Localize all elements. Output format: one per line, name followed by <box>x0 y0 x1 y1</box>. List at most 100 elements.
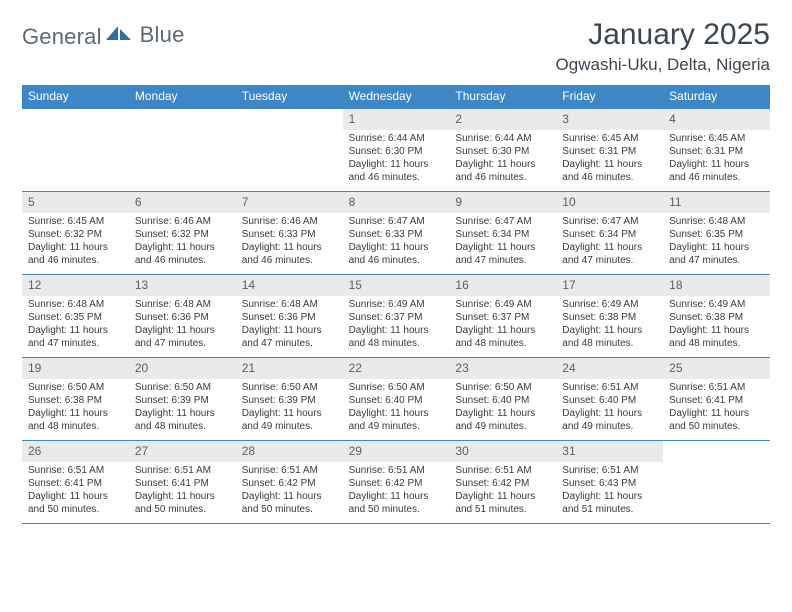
day-line: and 48 minutes. <box>669 337 764 350</box>
day-line: and 50 minutes. <box>349 503 444 516</box>
day-line: Sunrise: 6:51 AM <box>562 381 657 394</box>
day-line: Sunrise: 6:44 AM <box>349 132 444 145</box>
dayname-wednesday: Wednesday <box>343 85 450 108</box>
brand-sail-icon <box>104 24 134 42</box>
day-cell-7: 7Sunrise: 6:46 AMSunset: 6:33 PMDaylight… <box>236 192 343 274</box>
day-line: Sunrise: 6:48 AM <box>242 298 337 311</box>
day-cell-26: 26Sunrise: 6:51 AMSunset: 6:41 PMDayligh… <box>22 441 129 523</box>
day-cell-13: 13Sunrise: 6:48 AMSunset: 6:36 PMDayligh… <box>129 275 236 357</box>
day-line: and 46 minutes. <box>562 171 657 184</box>
day-number <box>22 109 129 131</box>
day-line: Sunset: 6:38 PM <box>562 311 657 324</box>
day-line: Sunset: 6:41 PM <box>28 477 123 490</box>
weeks-container: 1Sunrise: 6:44 AMSunset: 6:30 PMDaylight… <box>22 108 770 524</box>
day-cell-15: 15Sunrise: 6:49 AMSunset: 6:37 PMDayligh… <box>343 275 450 357</box>
day-body: Sunrise: 6:51 AMSunset: 6:42 PMDaylight:… <box>343 462 450 520</box>
day-line: and 46 minutes. <box>349 254 444 267</box>
day-line: Daylight: 11 hours <box>28 324 123 337</box>
day-line: Daylight: 11 hours <box>562 407 657 420</box>
day-cell-empty <box>22 109 129 191</box>
brand-word1: General <box>22 24 102 50</box>
day-line: Sunset: 6:40 PM <box>562 394 657 407</box>
day-line: Sunset: 6:38 PM <box>28 394 123 407</box>
day-number: 25 <box>663 358 770 380</box>
day-line: Sunset: 6:43 PM <box>562 477 657 490</box>
day-line: Sunset: 6:34 PM <box>562 228 657 241</box>
day-number <box>129 109 236 131</box>
day-line: Sunset: 6:39 PM <box>242 394 337 407</box>
day-line: Sunrise: 6:46 AM <box>135 215 230 228</box>
day-line: Daylight: 11 hours <box>28 241 123 254</box>
day-line: Daylight: 11 hours <box>135 407 230 420</box>
day-number: 18 <box>663 275 770 297</box>
day-number <box>236 109 343 131</box>
day-line: Sunrise: 6:45 AM <box>562 132 657 145</box>
day-line: Daylight: 11 hours <box>562 324 657 337</box>
day-line: Sunset: 6:40 PM <box>455 394 550 407</box>
day-line: Daylight: 11 hours <box>135 490 230 503</box>
day-line: Sunrise: 6:51 AM <box>135 464 230 477</box>
week-row: 5Sunrise: 6:45 AMSunset: 6:32 PMDaylight… <box>22 191 770 274</box>
day-body: Sunrise: 6:48 AMSunset: 6:36 PMDaylight:… <box>129 296 236 354</box>
day-line: Sunset: 6:32 PM <box>28 228 123 241</box>
day-line: and 47 minutes. <box>669 254 764 267</box>
day-line: Sunrise: 6:46 AM <box>242 215 337 228</box>
day-line: Sunrise: 6:50 AM <box>349 381 444 394</box>
day-cell-17: 17Sunrise: 6:49 AMSunset: 6:38 PMDayligh… <box>556 275 663 357</box>
day-number: 20 <box>129 358 236 380</box>
day-line: Sunset: 6:41 PM <box>669 394 764 407</box>
day-line: and 46 minutes. <box>242 254 337 267</box>
day-line: Sunrise: 6:50 AM <box>242 381 337 394</box>
title-block: January 2025 Ogwashi-Uku, Delta, Nigeria <box>556 18 770 75</box>
day-line: Sunset: 6:32 PM <box>135 228 230 241</box>
day-line: Sunset: 6:36 PM <box>135 311 230 324</box>
day-number: 28 <box>236 441 343 463</box>
day-line: and 46 minutes. <box>455 171 550 184</box>
day-line: and 47 minutes. <box>28 337 123 350</box>
dayname-monday: Monday <box>129 85 236 108</box>
day-line: and 49 minutes. <box>242 420 337 433</box>
day-number: 9 <box>449 192 556 214</box>
day-line: Daylight: 11 hours <box>242 241 337 254</box>
day-cell-23: 23Sunrise: 6:50 AMSunset: 6:40 PMDayligh… <box>449 358 556 440</box>
day-cell-18: 18Sunrise: 6:49 AMSunset: 6:38 PMDayligh… <box>663 275 770 357</box>
day-body: Sunrise: 6:46 AMSunset: 6:32 PMDaylight:… <box>129 213 236 271</box>
day-line: Sunrise: 6:51 AM <box>28 464 123 477</box>
day-cell-28: 28Sunrise: 6:51 AMSunset: 6:42 PMDayligh… <box>236 441 343 523</box>
day-line: Sunrise: 6:47 AM <box>349 215 444 228</box>
day-line: Sunset: 6:30 PM <box>349 145 444 158</box>
day-body: Sunrise: 6:47 AMSunset: 6:34 PMDaylight:… <box>556 213 663 271</box>
day-body: Sunrise: 6:50 AMSunset: 6:40 PMDaylight:… <box>343 379 450 437</box>
day-line: Sunrise: 6:45 AM <box>669 132 764 145</box>
day-cell-14: 14Sunrise: 6:48 AMSunset: 6:36 PMDayligh… <box>236 275 343 357</box>
day-line: Sunset: 6:42 PM <box>242 477 337 490</box>
day-body: Sunrise: 6:51 AMSunset: 6:41 PMDaylight:… <box>663 379 770 437</box>
day-line: Sunrise: 6:47 AM <box>455 215 550 228</box>
week-row: 1Sunrise: 6:44 AMSunset: 6:30 PMDaylight… <box>22 108 770 191</box>
day-line: Daylight: 11 hours <box>135 324 230 337</box>
day-line: Sunset: 6:30 PM <box>455 145 550 158</box>
dayname-sunday: Sunday <box>22 85 129 108</box>
day-body: Sunrise: 6:49 AMSunset: 6:38 PMDaylight:… <box>663 296 770 354</box>
day-line: Sunrise: 6:51 AM <box>669 381 764 394</box>
day-body: Sunrise: 6:48 AMSunset: 6:35 PMDaylight:… <box>663 213 770 271</box>
day-line: Sunrise: 6:48 AM <box>669 215 764 228</box>
day-line: Daylight: 11 hours <box>242 324 337 337</box>
day-body: Sunrise: 6:50 AMSunset: 6:39 PMDaylight:… <box>129 379 236 437</box>
day-cell-9: 9Sunrise: 6:47 AMSunset: 6:34 PMDaylight… <box>449 192 556 274</box>
day-cell-8: 8Sunrise: 6:47 AMSunset: 6:33 PMDaylight… <box>343 192 450 274</box>
day-number: 16 <box>449 275 556 297</box>
day-body: Sunrise: 6:51 AMSunset: 6:43 PMDaylight:… <box>556 462 663 520</box>
day-cell-12: 12Sunrise: 6:48 AMSunset: 6:35 PMDayligh… <box>22 275 129 357</box>
brand-word2: Blue <box>140 22 185 48</box>
day-number <box>663 441 770 463</box>
day-line: Sunrise: 6:50 AM <box>455 381 550 394</box>
day-line: Sunrise: 6:51 AM <box>455 464 550 477</box>
day-line: and 46 minutes. <box>669 171 764 184</box>
day-number: 24 <box>556 358 663 380</box>
day-body: Sunrise: 6:49 AMSunset: 6:37 PMDaylight:… <box>343 296 450 354</box>
day-line: Daylight: 11 hours <box>669 324 764 337</box>
location-text: Ogwashi-Uku, Delta, Nigeria <box>556 55 770 75</box>
dayname-saturday: Saturday <box>663 85 770 108</box>
day-line: Daylight: 11 hours <box>669 241 764 254</box>
